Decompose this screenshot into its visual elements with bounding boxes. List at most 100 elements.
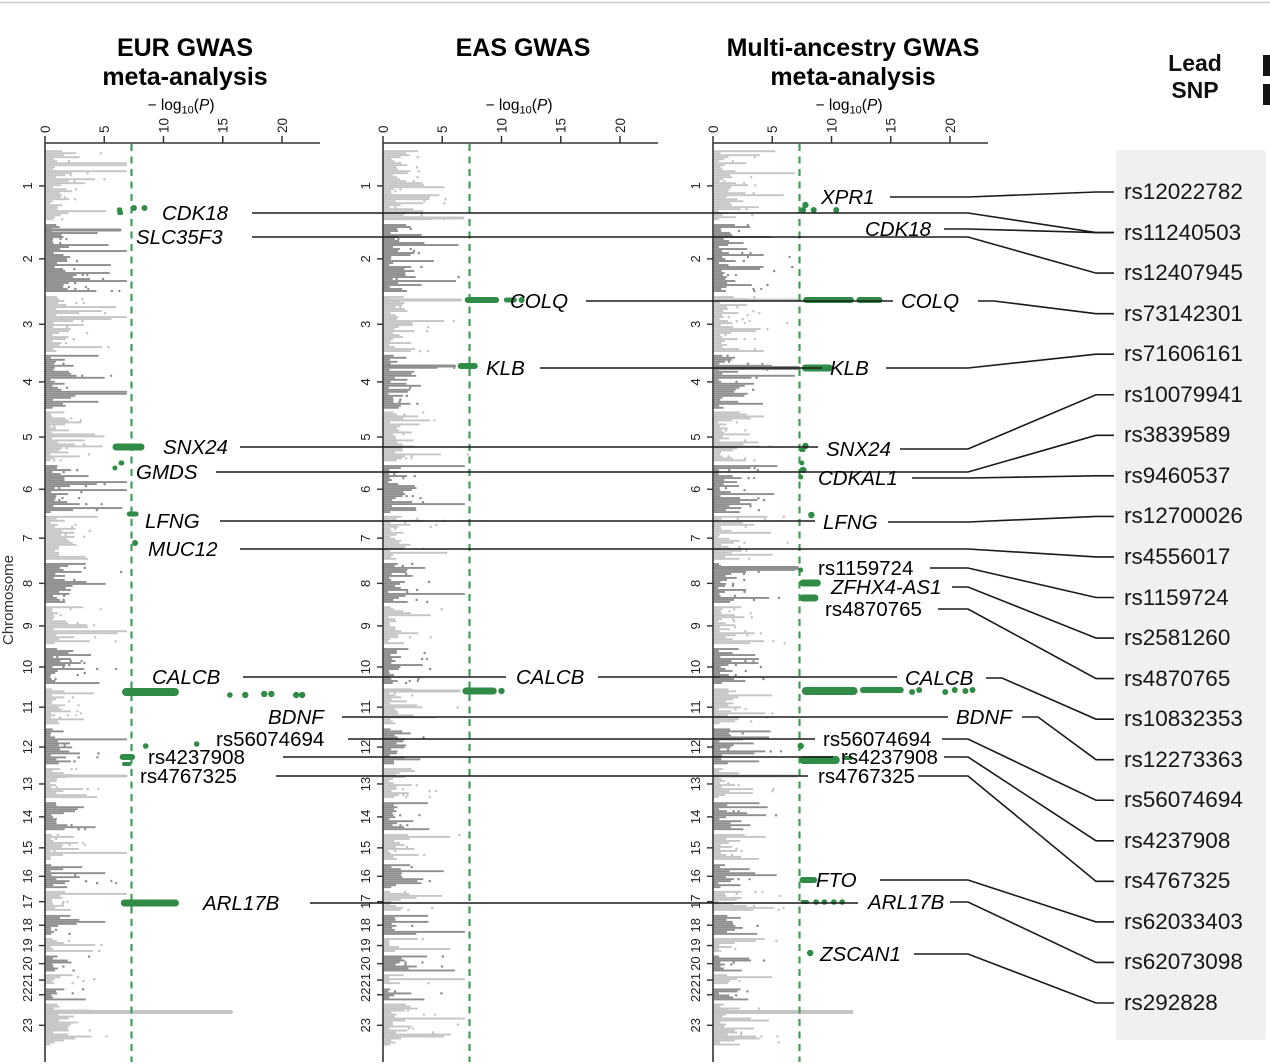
chromosome-tick-label: 14 <box>20 810 35 824</box>
locus-label-SNX24: SNX24 <box>826 438 891 461</box>
x-axis-tick-label: 0 <box>38 125 53 133</box>
chromosome-tick-label: 17 <box>358 894 373 908</box>
significant-snp-dot <box>808 511 815 519</box>
significant-snp-dot <box>810 207 817 213</box>
significant-snp-dot <box>833 207 840 213</box>
scatter-points-chr15 <box>713 833 766 860</box>
locus-label-BDNF: BDNF <box>268 706 325 729</box>
x-axis-tick-label: 20 <box>613 118 628 133</box>
plot-title: meta-analysis <box>770 63 935 91</box>
chromosome-tick-label: 22 <box>358 988 373 1002</box>
chromosome-tick-label: 10 <box>20 660 35 674</box>
x-axis-label: − log10(P) <box>486 97 553 117</box>
scatter-points-chr1 <box>45 150 127 221</box>
chromosome-tick-label: 19 <box>358 938 373 952</box>
significant-snp-streak <box>122 762 132 766</box>
significant-snp-dot <box>798 474 804 480</box>
chromosome-tick-label: 16 <box>20 869 35 883</box>
significant-snp-dot <box>268 690 275 698</box>
scatter-points-chr16 <box>45 864 118 889</box>
connector-line-XPR1 <box>890 191 1114 198</box>
scatter-points-chr1 <box>713 150 795 221</box>
significant-snp-dot <box>242 691 249 699</box>
lead-snp-item: rs9460537 <box>1124 462 1231 488</box>
chromosome-tick-label: 11 <box>688 700 703 714</box>
locus-label-rs4870765: rs4870765 <box>825 598 922 621</box>
chromosome-tick-label: 8 <box>358 580 373 587</box>
connector-line-KLB <box>886 353 1114 369</box>
chromosome-tick-label: 4 <box>20 378 35 385</box>
chromosome-tick-label: 18 <box>358 918 373 932</box>
gray-peak-streak <box>45 228 122 232</box>
y-axis-label: Chromosome <box>0 555 17 645</box>
lead-snp-item: rs56074694 <box>1124 787 1243 813</box>
lead-snp-item: rs1159724 <box>1124 584 1229 610</box>
significant-snp-dot <box>518 297 525 303</box>
x-axis-tick-label: 5 <box>765 125 780 133</box>
lead-snp-item: rs12022782 <box>1124 179 1243 204</box>
scatter-points-chr10 <box>713 648 765 684</box>
scatter-points-chr15 <box>383 833 461 860</box>
scatter-points-chr5 <box>713 411 772 462</box>
lead-snp-item: rs12407945 <box>1124 260 1243 286</box>
chromosome-tick-label: 1 <box>20 182 35 189</box>
chromosome-tick-label: 14 <box>358 810 373 824</box>
locus-label-LFNG: LFNG <box>823 511 878 534</box>
scatter-points-chr8 <box>383 562 465 604</box>
scatter-points-chr14 <box>45 802 96 831</box>
scatter-points-chr11 <box>383 688 459 725</box>
significant-snp-dot <box>227 692 233 698</box>
lead-snp-item: rs71606161 <box>1124 341 1243 367</box>
scatter-points-chr19 <box>713 938 778 952</box>
significant-snp-streak <box>464 297 500 303</box>
scatter-points-chr22 <box>45 988 86 1001</box>
locus-label-rs4237908: rs4237908 <box>148 746 245 769</box>
locus-label-SLC35F3: SLC35F3 <box>136 226 223 249</box>
x-axis-tick-label: 20 <box>943 118 958 133</box>
scatter-points-chr22 <box>713 988 749 1001</box>
lead-snp-header: Lead SNP <box>1149 50 1241 104</box>
chromosome-tick-label: 8 <box>688 580 703 587</box>
gray-peak-streak <box>713 1010 854 1014</box>
locus-label-ARL17B: ARL17B <box>866 891 944 914</box>
chromosome-tick-label: 12 <box>358 740 373 754</box>
locus-label-FTO: FTO <box>816 869 857 892</box>
locus-label-KLB: KLB <box>830 357 869 380</box>
scatter-points-chr17 <box>383 890 471 912</box>
gray-peak-streak <box>45 774 128 778</box>
chromosome-tick-label: 6 <box>20 486 35 493</box>
scatter-points-chr16 <box>383 864 444 889</box>
gray-peak-streak <box>713 566 800 570</box>
chromosome-tick-label: 22 <box>688 988 703 1002</box>
chromosome-tick-label: 17 <box>688 894 703 908</box>
scatter-points-chr22 <box>383 988 443 1001</box>
significant-snp-dot <box>909 689 916 695</box>
scatter-points-chr5 <box>383 411 470 462</box>
connector-line-CDKAL1 <box>912 475 1114 479</box>
chromosome-tick-label: 6 <box>358 486 373 493</box>
lead-snp-item: rs12273363 <box>1124 746 1243 772</box>
scatter-points-chr3 <box>713 295 789 353</box>
locus-label-COLQ: COLQ <box>901 290 959 313</box>
x-axis-tick-label: 0 <box>706 125 721 133</box>
clipped-glyph-bar <box>1263 55 1270 76</box>
locus-label-KLB: KLB <box>486 357 525 380</box>
scatter-points-chr14 <box>383 802 430 831</box>
connector-line-SNX24 <box>900 393 1114 450</box>
significant-snp-dot <box>942 689 949 695</box>
gray-peak-streak <box>383 216 465 220</box>
scatter-points-chr2 <box>383 224 460 292</box>
significant-snp-dot <box>193 741 200 747</box>
significant-snp-dot <box>962 688 969 694</box>
significant-snp-streak <box>112 443 145 451</box>
connector-line-CALCB <box>986 677 1114 720</box>
chromosome-tick-label: 3 <box>688 321 703 328</box>
plot-title: meta-analysis <box>102 63 267 91</box>
locus-label-rs1159724: rs1159724 <box>818 557 913 580</box>
chromosome-tick-label: 18 <box>688 918 703 932</box>
significant-snp-streak <box>503 297 517 303</box>
scatter-points-chr7 <box>383 515 448 560</box>
chromosome-tick-label: 9 <box>358 622 373 629</box>
scatter-points-chr18 <box>383 914 465 935</box>
scatter-points-chr20 <box>713 955 766 972</box>
